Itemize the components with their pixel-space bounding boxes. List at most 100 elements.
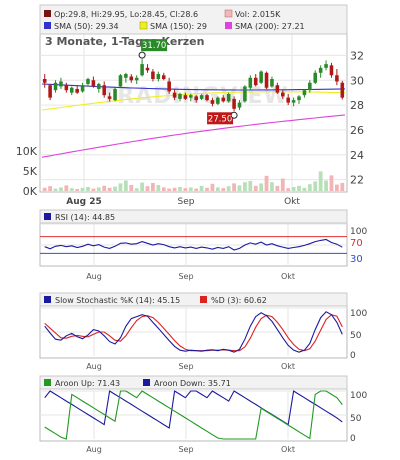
aroon-legend-box — [39, 375, 348, 390]
rsi-legend-swatch — [44, 213, 51, 220]
volume-bar — [167, 188, 172, 191]
price-tick: 22 — [350, 174, 364, 187]
candle-body — [324, 64, 328, 68]
volume-bar — [280, 178, 285, 191]
rsi-plot — [40, 236, 347, 254]
candle-body — [189, 95, 193, 98]
volume-bar — [334, 184, 339, 191]
volume-bar — [140, 182, 144, 191]
aroon-x-okt: Okt — [281, 445, 295, 454]
legend-swatch-ohlc — [44, 10, 51, 17]
candle-body — [210, 100, 215, 104]
volume-bar — [253, 185, 258, 191]
candle-body — [308, 82, 312, 91]
volume-axis: 10K 5K 0K — [16, 145, 38, 198]
volume-bar — [129, 185, 134, 191]
price-axis: 32 30 28 26 24 22 — [350, 49, 364, 186]
candle-body — [205, 95, 209, 101]
candle-body — [118, 75, 123, 87]
volume-bar — [107, 187, 112, 191]
volume-bar — [183, 188, 188, 191]
candle-body — [151, 71, 155, 80]
volume-tick: 0K — [23, 185, 38, 198]
stoch-x-aug: Aug — [86, 362, 102, 371]
candle-body — [97, 83, 101, 89]
candle-body — [48, 85, 52, 98]
volume-bar — [307, 184, 312, 191]
volume-bar — [86, 187, 90, 191]
rsi-tick-70: 70 — [350, 238, 363, 249]
volume-bar — [145, 186, 150, 191]
main-legend: Op:29.8, Hi:29.95, Lo:28.45, Cl:28.6 Vol… — [39, 4, 348, 35]
main-x-axis: Aug 25 Sep Okt — [66, 197, 300, 207]
volume-bar — [302, 187, 307, 191]
candle-body — [140, 64, 144, 76]
volume-bar — [221, 188, 226, 191]
candle-body — [102, 85, 107, 96]
volume-bar — [297, 185, 301, 191]
candle-body — [253, 77, 258, 86]
volume-bar — [226, 186, 231, 191]
volume-tick: 10K — [16, 145, 38, 158]
candle-body — [124, 74, 128, 78]
candle-body — [161, 75, 166, 80]
aroon-down-swatch — [143, 379, 150, 386]
volume-bar — [199, 185, 204, 191]
volume-bar — [243, 182, 247, 191]
aroon-x-aug: Aug — [86, 445, 102, 454]
volume-bar — [75, 189, 80, 191]
volume-bar — [313, 181, 318, 191]
volume-bar — [178, 187, 182, 191]
candle-body — [275, 85, 280, 93]
candle-body — [75, 88, 79, 93]
candle-body — [286, 97, 290, 103]
rsi-tick-30: 30 — [350, 254, 363, 265]
volume-bar — [188, 187, 193, 191]
candle-body — [232, 98, 236, 109]
volume-bar — [118, 183, 123, 191]
candle-body — [64, 85, 69, 91]
stochastic-panel: Slow Stochastic %K (14): 45.15 %D (3): 6… — [39, 292, 367, 371]
price-tick: 32 — [350, 49, 364, 62]
candle-body — [42, 79, 47, 83]
aroon-up-swatch — [44, 379, 51, 386]
x-label-sep: Sep — [178, 197, 195, 207]
price-tick: 24 — [350, 149, 364, 162]
volume-bar — [237, 185, 242, 191]
candle-body — [259, 71, 263, 83]
candle-body — [270, 79, 274, 87]
volume-bar — [48, 186, 53, 191]
aroon-tick-100: 100 — [350, 391, 367, 401]
stoch-plot — [44, 311, 343, 353]
sma200-line — [41, 114, 346, 158]
candle-body — [107, 96, 112, 99]
volume-bar — [96, 187, 101, 191]
rsi-x-aug: Aug — [86, 272, 102, 281]
volume-bar — [329, 175, 334, 191]
candle-body — [53, 82, 58, 91]
main-panel-frame — [39, 4, 348, 193]
volume-bar — [80, 187, 85, 191]
volume-bar — [232, 183, 236, 191]
sma150-line — [41, 91, 346, 111]
x-label-okt: Okt — [284, 197, 300, 207]
stoch-tick-0: 0 — [350, 351, 356, 361]
candle-body — [340, 82, 345, 98]
candle-body — [237, 102, 242, 108]
candle-body — [248, 77, 253, 88]
main-price-panel: TRADINGVIEW Op:29.8, Hi:29.95, Lo:28.45,… — [16, 4, 364, 207]
candle-body — [280, 92, 285, 97]
candle-body — [264, 72, 269, 88]
price-tick: 26 — [350, 124, 364, 137]
volume-bar — [248, 181, 253, 191]
candle-body — [335, 75, 339, 82]
candles — [42, 59, 345, 112]
candle-body — [226, 93, 231, 102]
candle-body — [167, 81, 171, 92]
candle-body — [86, 79, 90, 84]
candle-body — [134, 77, 139, 81]
candle-body — [291, 100, 296, 103]
candle-body — [69, 87, 74, 93]
candle-body — [80, 85, 85, 92]
volume-bar — [194, 188, 199, 191]
